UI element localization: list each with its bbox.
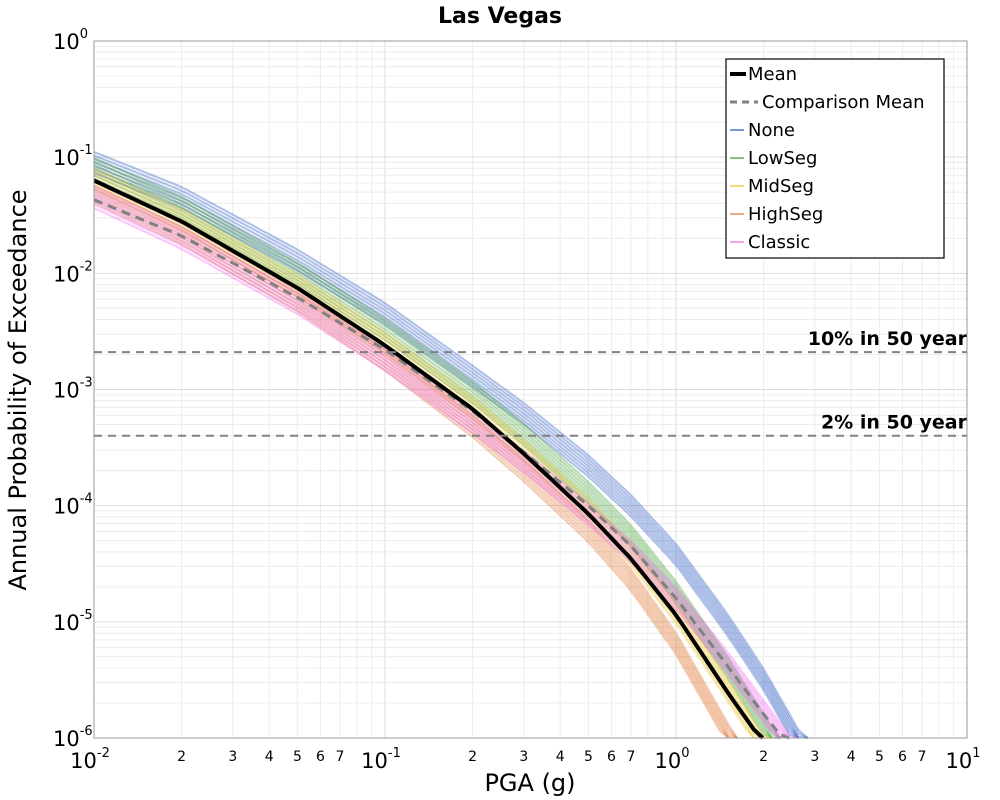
- branch-curve-midseg: [93, 167, 773, 740]
- branch-curve-highseg: [93, 191, 738, 740]
- branch-curve-highseg: [93, 201, 730, 739]
- branch-curve-lowseg: [93, 174, 773, 739]
- branch-curve-lowseg: [93, 156, 782, 739]
- branch-curve-highseg: [93, 184, 738, 739]
- plot-frame: [93, 40, 968, 739]
- x-minor-tick-label: 6: [607, 749, 616, 765]
- x-tick-label: 10-2: [70, 746, 110, 773]
- x-minor-tick-label: 7: [917, 749, 926, 765]
- branch-curve-classic: [93, 199, 790, 740]
- y-tick-label: 100: [53, 27, 88, 54]
- reference-label: 2% in 50 year: [821, 412, 968, 434]
- branch-curve-highseg: [93, 194, 730, 739]
- branch-curve-classic: [93, 203, 781, 739]
- y-tick-label: 10-3: [53, 376, 93, 403]
- legend: Mean Comparison Mean None LowSeg MidSeg HighS…: [725, 58, 945, 259]
- branch-curve-midseg: [93, 184, 763, 740]
- x-minor-tick-label: 2: [759, 749, 768, 765]
- legend-label-classic: Classic: [748, 232, 810, 253]
- series-lines: [93, 178, 790, 740]
- x-minor-tick-label: 7: [335, 749, 344, 765]
- y-tick-label: 10-4: [53, 492, 93, 519]
- x-tick-label: 10-1: [361, 746, 401, 773]
- x-minor-tick-label: 4: [847, 749, 856, 765]
- y-tick-label: 10-2: [53, 259, 93, 286]
- y-tick-label: 10-6: [53, 724, 93, 751]
- grid: [93, 41, 967, 739]
- reference-lines: 10% in 50 year 2% in 50 year: [94, 328, 968, 437]
- legend-label-lowseg: LowSeg: [748, 148, 817, 169]
- legend-label-none: None: [748, 120, 795, 141]
- branch-curve-classic: [93, 186, 799, 740]
- legend-box: [725, 58, 945, 259]
- x-tick-label: 100: [654, 746, 689, 773]
- branch-curve-lowseg: [93, 163, 781, 740]
- x-minor-tick-label: 3: [519, 749, 528, 765]
- y-axis-label: Annual Probability of Exceedance: [4, 189, 32, 590]
- branch-curve-none: [93, 168, 800, 739]
- x-minor-tick-label: 6: [316, 749, 325, 765]
- x-minor-tick-label: 6: [898, 749, 907, 765]
- y-tick-label: 10-1: [53, 143, 93, 170]
- reference-label: 10% in 50 year: [808, 328, 968, 350]
- branch-curve-highseg: [93, 187, 738, 739]
- x-minor-tick-label: 5: [584, 749, 593, 765]
- legend-label-midseg: MidSeg: [748, 176, 814, 197]
- branch-curve-none: [93, 154, 809, 739]
- branch-curve-lowseg: [93, 167, 781, 740]
- legend-label-mean: Mean: [748, 64, 797, 85]
- x-axis-label: PGA (g): [484, 769, 575, 797]
- branch-curve-none: [93, 157, 808, 740]
- x-minor-tick-label: 2: [177, 749, 186, 765]
- branch-curve-lowseg: [93, 160, 782, 739]
- x-minor-tick-label: 4: [556, 749, 565, 765]
- comparison-mean-line: [93, 198, 790, 740]
- branch-curve-lowseg: [93, 177, 773, 739]
- x-tick-label: 101: [945, 746, 980, 773]
- y-tick-label: 10-5: [53, 608, 93, 635]
- branch-curve-lowseg: [93, 170, 773, 739]
- branch-curve-midseg: [93, 174, 764, 739]
- x-minor-tick-label: 3: [810, 749, 819, 765]
- x-minor-tick-label: 2: [468, 749, 477, 765]
- chart-title: Las Vegas: [438, 4, 562, 29]
- branch-curve-midseg: [93, 188, 755, 739]
- legend-label-comparison-mean: Comparison Mean: [762, 92, 925, 113]
- branch-curve-none: [93, 161, 800, 739]
- y-tick-labels: 100 10-1 10-2 10-3 10-4 10-5 10-6: [53, 27, 93, 751]
- x-minor-tick-label: 5: [875, 749, 884, 765]
- x-minor-tick-label: 7: [626, 749, 635, 765]
- branch-curve-none: [93, 150, 809, 739]
- branch-curve-highseg: [93, 198, 730, 739]
- branch-curve-none: [93, 164, 800, 739]
- x-minor-tick-label: 4: [265, 749, 274, 765]
- branch-curve-none: [93, 171, 799, 740]
- branch-curve-classic: [93, 189, 790, 739]
- x-minor-tick-label: 3: [228, 749, 237, 765]
- x-minor-tick-label: 5: [293, 749, 302, 765]
- branch-curve-classic: [93, 206, 781, 739]
- legend-label-highseg: HighSeg: [748, 204, 823, 225]
- mean-line: [93, 178, 765, 740]
- branch-curve-midseg: [93, 170, 772, 740]
